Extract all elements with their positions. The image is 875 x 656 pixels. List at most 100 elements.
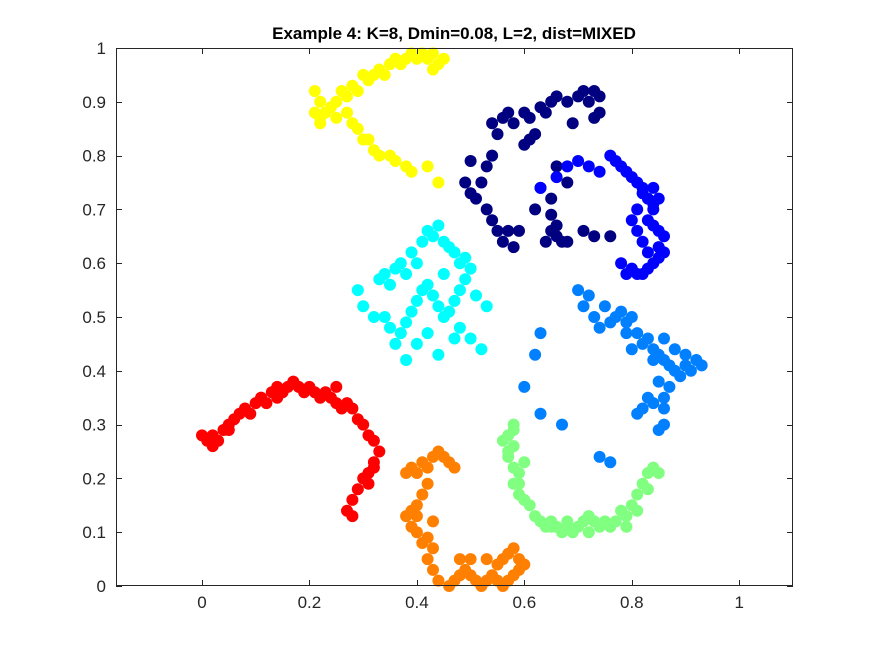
- y-tick-label: 0.5: [82, 308, 106, 327]
- data-point: [314, 117, 327, 130]
- data-point: [271, 391, 284, 404]
- data-point: [545, 192, 558, 205]
- data-point: [389, 337, 402, 350]
- data-point: [615, 305, 628, 318]
- data-point: [658, 230, 670, 243]
- data-point: [572, 155, 585, 167]
- data-point: [491, 224, 504, 237]
- data-point: [593, 321, 606, 334]
- data-point: [513, 224, 525, 237]
- data-point: [357, 300, 370, 313]
- data-point: [604, 230, 617, 243]
- data-point: [556, 418, 568, 431]
- data-point: [582, 160, 595, 173]
- data-point: [341, 90, 353, 103]
- data-point: [400, 354, 413, 366]
- data-point: [432, 219, 445, 232]
- data-points: [196, 47, 708, 592]
- data-point: [593, 165, 606, 178]
- data-point: [367, 461, 380, 474]
- data-point: [453, 553, 466, 566]
- data-point: [529, 203, 542, 216]
- data-point: [577, 300, 590, 313]
- data-point: [529, 348, 542, 361]
- data-point: [470, 289, 482, 302]
- data-point: [668, 343, 681, 356]
- x-tick-label: 0.4: [405, 593, 429, 612]
- y-tick-label: 0.9: [82, 93, 106, 112]
- data-point: [470, 192, 482, 205]
- data-point: [357, 418, 370, 431]
- x-tick-label: 0: [197, 593, 206, 612]
- data-point: [421, 531, 434, 544]
- data-point: [652, 192, 665, 205]
- data-point: [636, 235, 649, 248]
- data-point: [416, 284, 429, 297]
- data-point: [582, 289, 595, 302]
- y-tick-label: 0.2: [82, 469, 106, 488]
- data-point: [545, 520, 558, 533]
- data-point: [486, 214, 499, 227]
- data-point: [604, 456, 617, 469]
- data-point: [631, 327, 644, 340]
- data-point: [464, 332, 477, 345]
- data-point: [427, 542, 439, 555]
- data-point: [437, 268, 450, 280]
- data-point: [400, 316, 413, 329]
- data-point: [480, 203, 493, 216]
- data-point: [378, 268, 391, 280]
- data-point: [346, 493, 359, 506]
- data-point: [308, 85, 321, 97]
- data-point: [367, 434, 380, 447]
- x-axis-ticks: 0 0.2 0.4 0.6 0.8 1: [197, 48, 744, 612]
- data-point: [432, 574, 445, 587]
- data-point: [561, 235, 574, 248]
- data-point: [427, 515, 439, 528]
- data-point: [550, 219, 563, 232]
- data-point: [582, 510, 595, 523]
- y-tick-label: 0.4: [82, 362, 106, 381]
- data-point: [448, 461, 461, 474]
- data-point: [427, 230, 439, 243]
- data-point: [684, 364, 697, 377]
- data-point: [577, 224, 590, 237]
- data-point: [658, 391, 670, 404]
- data-point: [378, 68, 391, 81]
- data-point: [367, 311, 380, 323]
- data-point: [437, 311, 450, 323]
- data-point: [604, 316, 617, 329]
- plot-area: [116, 48, 793, 586]
- data-point: [631, 203, 644, 216]
- data-point: [545, 208, 558, 221]
- data-point: [448, 294, 461, 307]
- data-point: [663, 380, 676, 393]
- data-point: [410, 294, 423, 307]
- data-point: [373, 149, 386, 162]
- x-tick-label: 0.2: [298, 593, 322, 612]
- y-tick-label: 0.6: [82, 254, 106, 273]
- data-point: [437, 52, 450, 65]
- data-point: [351, 85, 364, 97]
- data-point: [394, 327, 407, 340]
- data-point: [421, 461, 434, 474]
- data-point: [502, 445, 515, 458]
- data-point: [453, 321, 466, 334]
- data-point: [572, 284, 585, 297]
- data-point: [534, 327, 547, 340]
- data-point: [647, 181, 660, 194]
- data-point: [631, 224, 644, 237]
- data-point: [464, 262, 477, 275]
- data-point: [615, 257, 628, 270]
- data-point: [410, 467, 423, 479]
- x-tick-label: 0.6: [513, 593, 537, 612]
- data-point: [502, 106, 515, 119]
- data-point: [351, 483, 364, 496]
- data-point: [330, 111, 343, 124]
- data-point: [459, 273, 472, 286]
- data-point: [421, 477, 434, 490]
- data-point: [491, 558, 504, 571]
- data-point: [523, 499, 536, 512]
- data-point: [679, 348, 692, 361]
- data-point: [416, 488, 429, 501]
